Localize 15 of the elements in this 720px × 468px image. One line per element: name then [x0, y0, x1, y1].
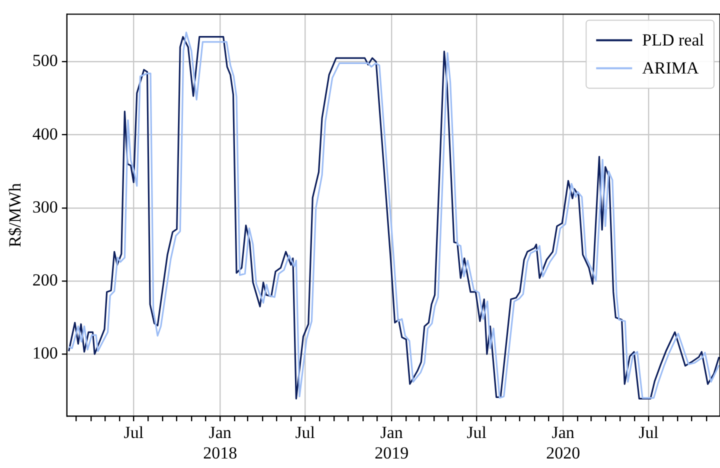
- y-tick-label: 100: [32, 344, 58, 363]
- y-tick-label: 400: [32, 124, 58, 144]
- x-tick-label: Jul: [295, 422, 316, 442]
- legend-label: PLD real: [642, 30, 704, 50]
- y-tick-label: 500: [32, 51, 58, 70]
- x-tick-label: Jul: [466, 422, 487, 442]
- x-tick-label: Jul: [638, 422, 659, 442]
- x-tick-label: Jan 2019: [374, 422, 409, 462]
- y-tick-label: 200: [32, 270, 58, 290]
- x-tick-label: Jul: [124, 422, 144, 442]
- x-tick-label: Jan 2020: [546, 422, 580, 462]
- y-tick-label: 300: [32, 197, 58, 216]
- y-axis-title: R$/MWh: [6, 182, 25, 248]
- x-tick-label: Jan 2018: [203, 422, 238, 462]
- legend-label: ARIMA: [642, 58, 700, 78]
